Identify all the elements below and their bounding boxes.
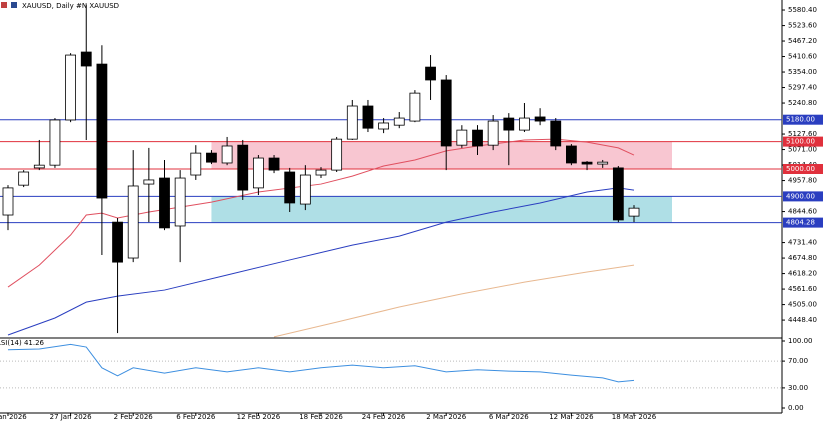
moving-average [7, 187, 635, 336]
candle-body [174, 177, 186, 227]
y-tick-label: 5127.60 [788, 130, 817, 138]
y-tick-label: 5297.40 [788, 84, 817, 92]
candle-body [378, 122, 390, 130]
candle-body [112, 221, 123, 263]
candle-body [409, 92, 421, 122]
y-tick-label: 4505.00 [788, 301, 817, 309]
candle-body [472, 129, 483, 147]
candle-body [252, 157, 264, 189]
y-tick-label: 5410.60 [788, 53, 817, 61]
candle-body [2, 187, 14, 216]
x-tick-label: 18 Feb 2026 [299, 413, 343, 421]
y-tick-label: 5580.40 [788, 6, 817, 14]
candle-body [143, 179, 155, 185]
rsi-line [7, 343, 635, 383]
y-tick-label: 5071.00 [788, 146, 817, 154]
icon [11, 2, 17, 8]
level-label-bg [783, 191, 823, 202]
candle-body [315, 169, 327, 176]
candle-body [628, 207, 640, 217]
rsi-y-tick-label: 0.00 [788, 404, 804, 412]
candle-body [96, 63, 108, 199]
candle-body [159, 177, 170, 229]
level-label-bg [783, 114, 823, 125]
candle-body [65, 54, 76, 121]
candle-body [456, 129, 468, 146]
candle-body [519, 117, 530, 131]
level-label: 5180.00 [786, 116, 815, 124]
chart-title: XAUUSD, Daily #N XAUUSD [22, 2, 119, 10]
zone [211, 196, 672, 223]
y-tick-label: 5523.60 [788, 22, 817, 30]
candle-body [299, 174, 311, 205]
candle-body [612, 167, 624, 221]
level-label-bg [783, 217, 823, 228]
x-tick-label: 2 Mar 2026 [426, 413, 466, 421]
candle-body [284, 171, 296, 204]
candle-body [190, 152, 202, 176]
candle-body [597, 161, 609, 165]
y-tick-label: 4957.80 [788, 177, 817, 185]
level-label: 4804.28 [786, 219, 815, 227]
candle-body [534, 116, 546, 122]
y-tick-label: 4731.40 [788, 239, 817, 247]
candle-body [550, 120, 562, 147]
y-tick-label: 4674.80 [788, 254, 817, 262]
rsi-y-tick-label: 30.00 [788, 384, 808, 392]
candle-body [440, 79, 452, 147]
rsi-y-tick-label: 100.00 [788, 337, 813, 345]
candle-body [566, 145, 577, 164]
candle-body [18, 171, 30, 186]
candle-body [393, 117, 405, 126]
moving-average [7, 138, 635, 288]
level-label: 4900.00 [786, 192, 815, 200]
level-label-bg [783, 164, 823, 174]
x-tick-label: 24 Feb 2026 [362, 413, 406, 421]
x-tick-label: 6 Mar 2026 [489, 413, 529, 421]
candle-body [49, 119, 61, 166]
candle-body [331, 138, 343, 171]
candle-body [33, 164, 45, 169]
candle-body [362, 105, 374, 129]
x-tick-label: 1 Jan 2026 [0, 413, 27, 421]
x-tick-label: 12 Feb 2026 [237, 413, 281, 421]
y-tick-label: 5354.00 [788, 68, 817, 76]
y-tick-label: 4844.60 [788, 208, 817, 216]
y-tick-label: 5467.20 [788, 37, 817, 45]
y-tick-label: 4618.20 [788, 270, 817, 278]
x-tick-label: 12 Mar 2026 [549, 413, 594, 421]
rsi-title: RSI(14) 41.26 [0, 339, 45, 347]
moving-average [273, 264, 635, 338]
level-label: 5100.00 [786, 138, 815, 146]
y-tick-label: 4561.60 [788, 285, 817, 293]
candle-body [425, 66, 436, 81]
rsi-y-tick-label: 70.00 [788, 357, 808, 365]
candle-body [346, 105, 358, 140]
candle-body [80, 51, 92, 67]
candle-body [237, 144, 249, 191]
x-tick-label: 27 Jan 2026 [50, 413, 93, 421]
x-tick-label: 6 Feb 2026 [176, 413, 216, 421]
candle-body [581, 161, 593, 165]
candle-body [268, 157, 280, 171]
candle-body [127, 185, 139, 259]
candle-body [206, 152, 217, 163]
x-tick-label: 2 Feb 2026 [114, 413, 154, 421]
y-tick-label: 4448.40 [788, 316, 817, 324]
y-tick-label: 5240.80 [788, 99, 817, 107]
candle-body [221, 145, 233, 164]
candle-body [503, 117, 515, 131]
candle-body [487, 120, 499, 146]
x-tick-label: 18 Mar 2026 [612, 413, 657, 421]
level-label-bg [783, 136, 823, 147]
level-label: 5000.00 [786, 165, 815, 173]
icon [1, 2, 7, 8]
